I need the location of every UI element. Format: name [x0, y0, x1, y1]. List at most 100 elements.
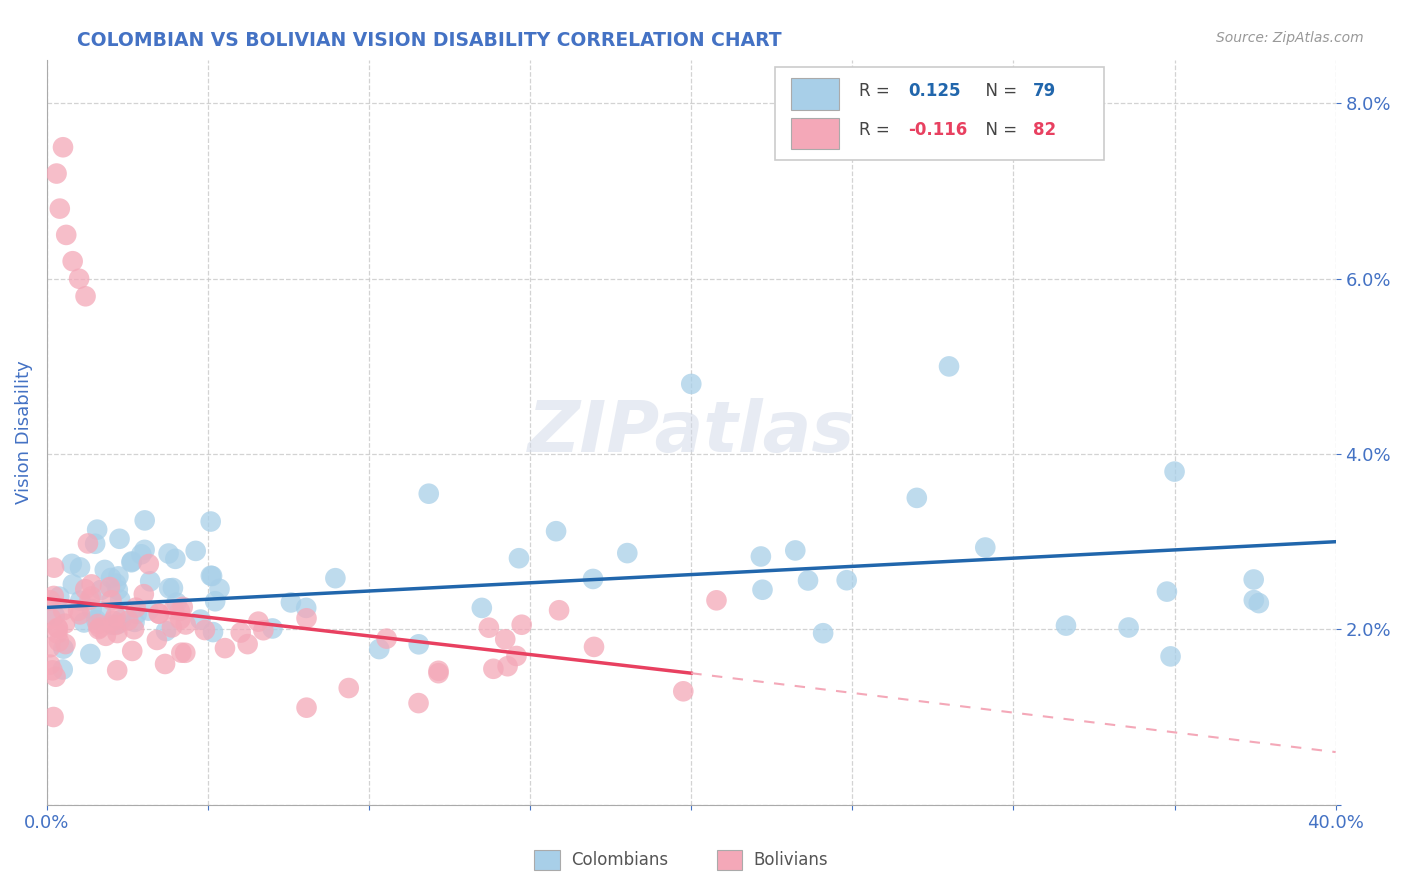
Point — [49, 202, 72, 216]
Point — [80, 602, 103, 616]
Point — [162, 602, 184, 616]
Point — [110, 613, 132, 627]
Point — [121, 644, 143, 658]
Point — [938, 359, 960, 374]
Point — [749, 549, 772, 564]
Text: 79: 79 — [1033, 82, 1056, 100]
Point — [120, 555, 142, 569]
Point — [190, 613, 212, 627]
Point — [169, 612, 191, 626]
Point — [204, 594, 226, 608]
Point — [214, 641, 236, 656]
Point — [165, 551, 187, 566]
Point — [41, 664, 63, 678]
Point — [169, 604, 191, 618]
Point — [87, 616, 110, 631]
Point — [184, 544, 207, 558]
Point — [148, 607, 170, 621]
Point — [160, 620, 183, 634]
Point — [80, 590, 103, 604]
Point — [157, 547, 180, 561]
Point — [200, 568, 222, 582]
Point — [785, 543, 807, 558]
Bar — [790, 78, 839, 110]
Point — [100, 593, 122, 607]
Point — [138, 557, 160, 571]
Point — [75, 582, 97, 597]
Point — [138, 604, 160, 618]
Point — [811, 626, 834, 640]
Point — [582, 572, 605, 586]
Point — [132, 587, 155, 601]
Point — [107, 582, 129, 597]
Point — [62, 254, 84, 268]
Point — [98, 580, 121, 594]
Point — [45, 167, 67, 181]
Point — [494, 632, 516, 647]
Point — [1243, 593, 1265, 607]
Point — [52, 603, 75, 617]
Point — [62, 577, 84, 591]
Point — [797, 574, 820, 588]
Point — [86, 523, 108, 537]
Point — [60, 557, 83, 571]
Point — [69, 607, 91, 622]
Point — [229, 625, 252, 640]
Point — [108, 592, 131, 607]
Text: R =: R = — [859, 121, 894, 139]
Point — [46, 621, 69, 635]
Point — [67, 604, 90, 618]
Point — [153, 657, 176, 671]
Point — [166, 596, 188, 610]
Point — [39, 657, 62, 672]
Point — [69, 593, 91, 607]
Point — [53, 616, 76, 631]
Point — [155, 624, 177, 638]
Point — [478, 621, 501, 635]
Point — [1156, 584, 1178, 599]
Point — [67, 271, 90, 285]
Point — [39, 611, 62, 625]
Point — [482, 662, 505, 676]
Point — [90, 582, 112, 597]
Point — [172, 599, 194, 614]
Point — [101, 618, 124, 632]
Text: 82: 82 — [1033, 121, 1056, 139]
Point — [84, 613, 107, 627]
Point — [471, 601, 494, 615]
Point — [108, 532, 131, 546]
Text: N =: N = — [974, 82, 1022, 100]
Point — [508, 551, 530, 566]
Point — [122, 622, 145, 636]
Text: COLOMBIAN VS BOLIVIAN VISION DISABILITY CORRELATION CHART: COLOMBIAN VS BOLIVIAN VISION DISABILITY … — [77, 31, 782, 50]
Point — [48, 590, 70, 604]
Point — [295, 611, 318, 625]
Point — [510, 617, 533, 632]
Point — [105, 663, 128, 677]
Point — [124, 615, 146, 629]
Point — [104, 576, 127, 591]
Point — [55, 637, 77, 651]
Text: Colombians: Colombians — [571, 851, 668, 869]
Text: ZIPatlas: ZIPatlas — [527, 398, 855, 467]
Point — [368, 642, 391, 657]
Point — [94, 629, 117, 643]
Point — [295, 600, 318, 615]
Point — [100, 571, 122, 585]
Point — [162, 581, 184, 595]
Point — [131, 547, 153, 561]
Point — [55, 227, 77, 242]
Y-axis label: Vision Disability: Vision Disability — [15, 360, 32, 504]
Point — [1118, 620, 1140, 634]
Point — [252, 624, 274, 638]
Point — [80, 577, 103, 591]
Point — [48, 634, 70, 648]
Point — [1163, 465, 1185, 479]
Point — [1160, 649, 1182, 664]
Point — [280, 595, 302, 609]
Point — [496, 659, 519, 673]
Point — [835, 573, 858, 587]
Point — [672, 684, 695, 698]
Point — [201, 569, 224, 583]
Point — [505, 648, 527, 663]
